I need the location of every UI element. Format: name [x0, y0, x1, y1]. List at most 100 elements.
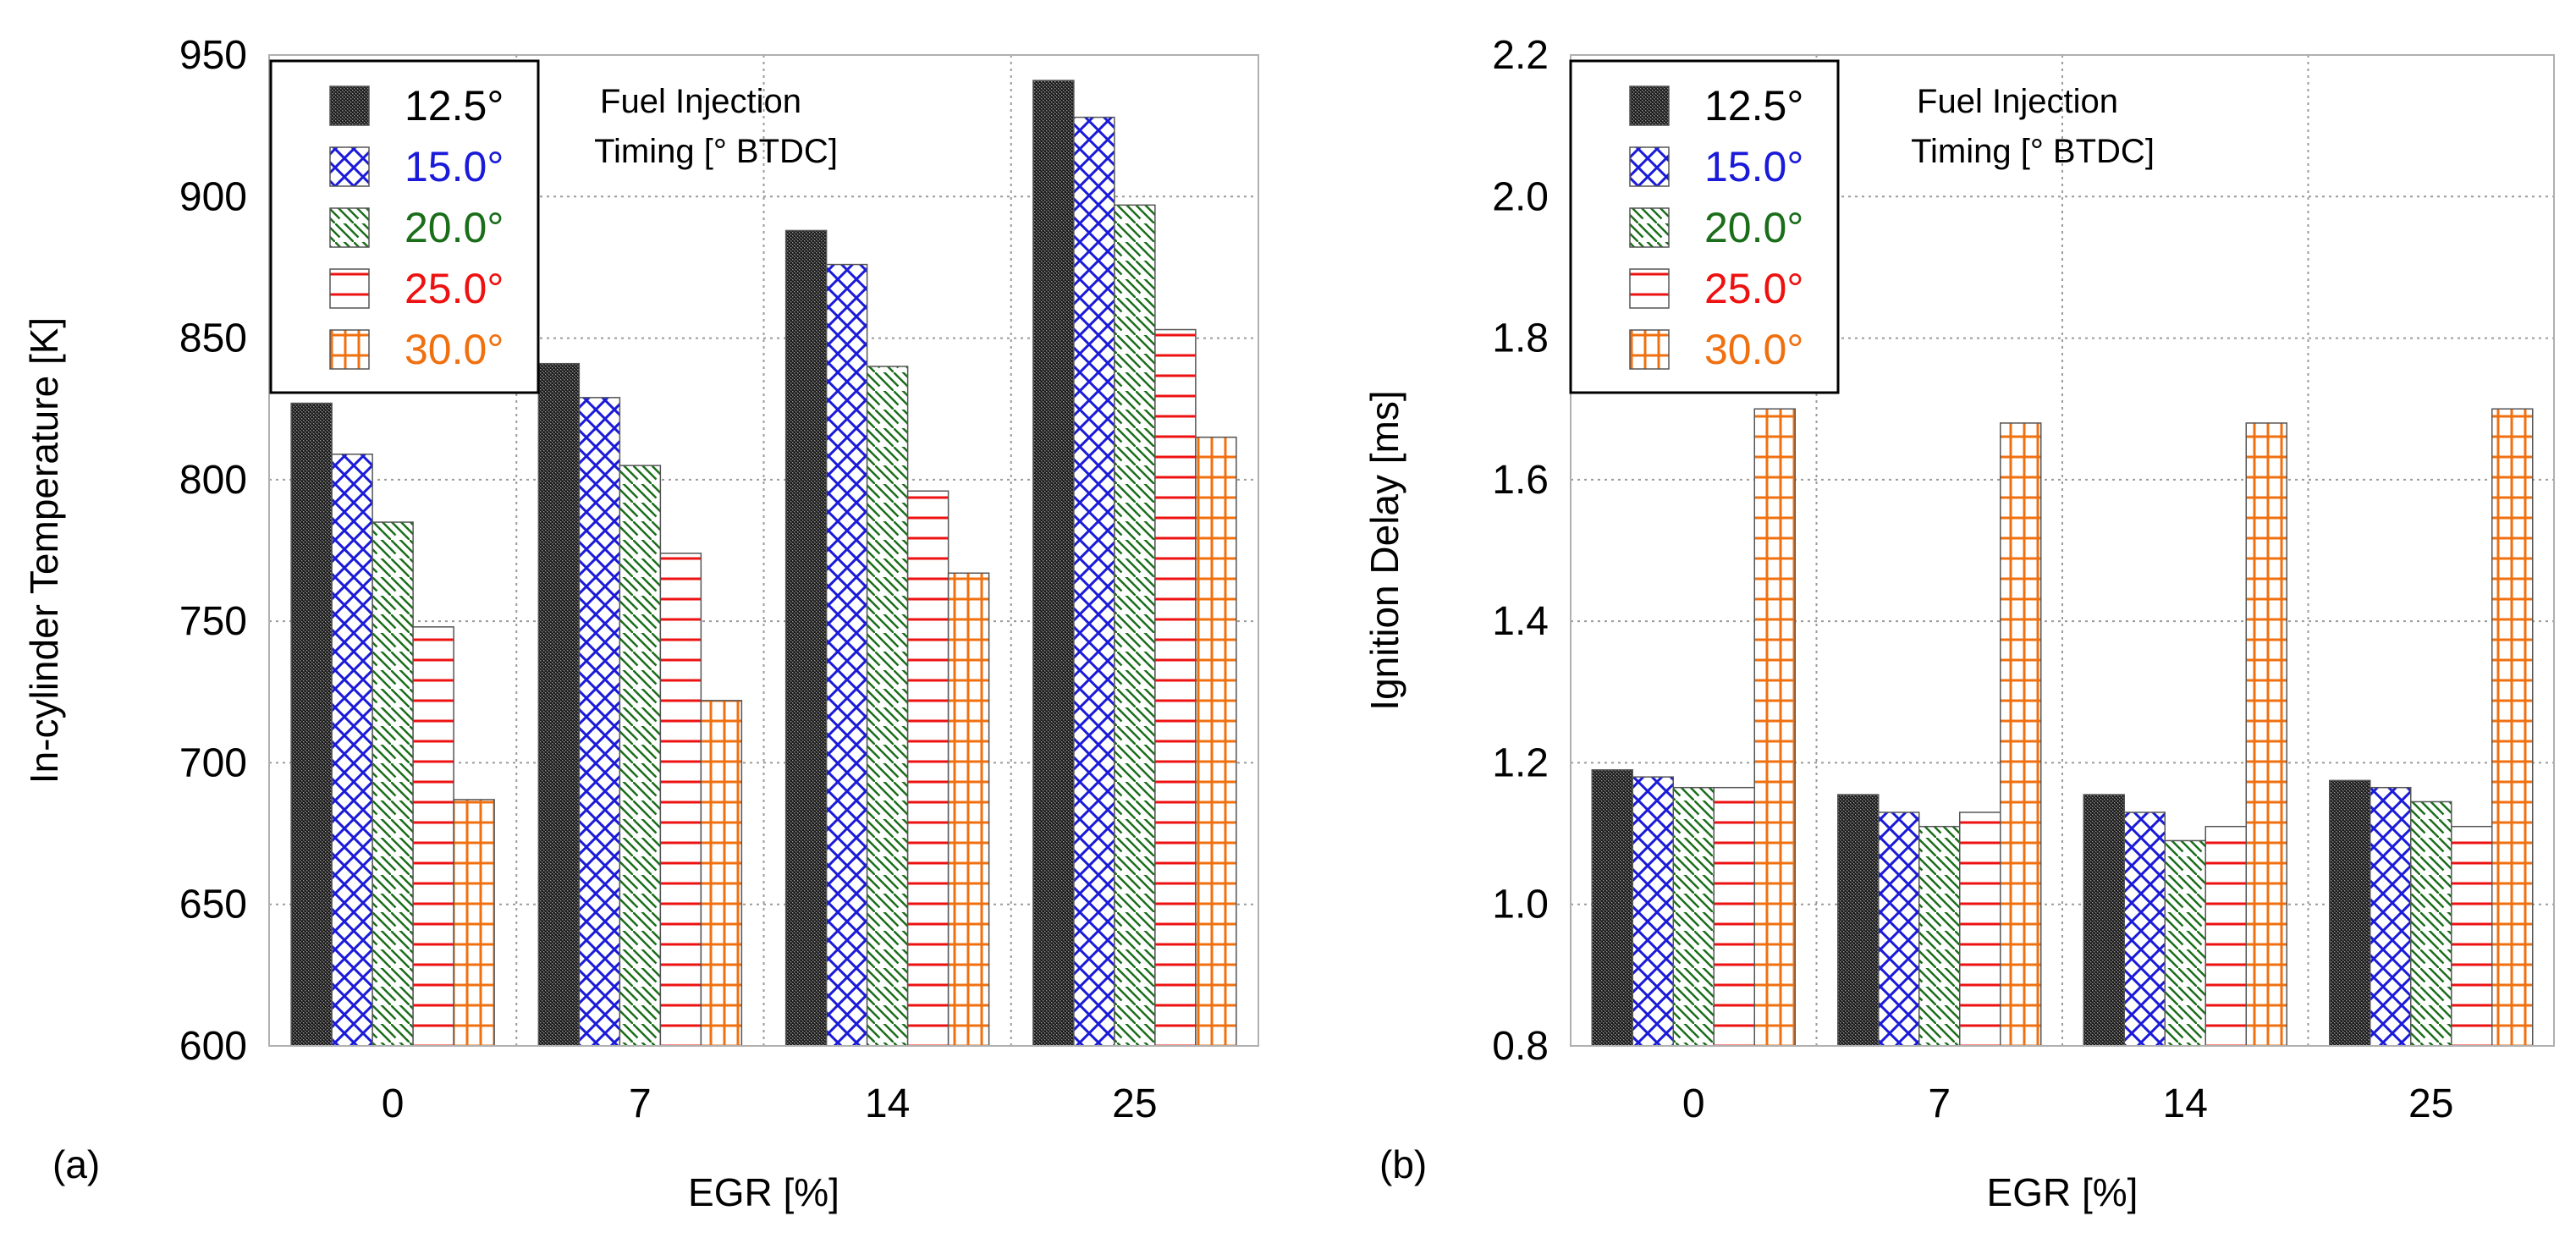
legend-swatch [1629, 207, 1670, 248]
bar-20.0-egr-14 [866, 366, 909, 1047]
legend-box [269, 59, 540, 394]
bar-25.0-egr-7 [659, 553, 702, 1047]
bar-12.5-egr-14 [784, 229, 828, 1047]
bar-30.0-egr-0 [453, 799, 495, 1047]
x-tick-label: 0 [382, 1081, 405, 1126]
y-tick-label: 600 [179, 1024, 247, 1069]
legend-label: 15.0° [405, 143, 504, 190]
legend-swatch [1629, 329, 1670, 370]
legend-swatch [1629, 85, 1670, 126]
bar-30.0-egr-7 [700, 700, 743, 1047]
panel-label: (b) [1379, 1142, 1427, 1186]
legend-swatch [1629, 268, 1670, 309]
y-axis-label: In-cylinder Temperature [K] [22, 317, 66, 784]
panel-label: (a) [52, 1142, 100, 1186]
y-tick-label: 1.0 [1492, 883, 1549, 927]
legend-swatch [1629, 146, 1670, 187]
bar-25.0-egr-25 [2451, 825, 2493, 1047]
bar-15.0-egr-7 [1878, 812, 1920, 1047]
x-tick-label: 14 [2163, 1081, 2208, 1126]
legend-swatch [329, 329, 370, 370]
y-tick-label: 900 [179, 174, 247, 219]
legend: 12.5° 15.0° 20.0° 25.0° 30.0° [1569, 59, 1840, 394]
legend-title-units: Timing [° BTDC] [1911, 133, 2155, 170]
x-axis-label: EGR [%] [688, 1170, 839, 1214]
y-axis-label: Ignition Delay [ms] [1362, 390, 1406, 710]
x-tick-label: 14 [865, 1081, 910, 1126]
y-tick-label: 1.4 [1492, 599, 1549, 644]
bar-15.0-egr-7 [578, 397, 621, 1047]
legend: 12.5° 15.0° 20.0° 25.0° 30.0° [269, 59, 540, 394]
bar-20.0-egr-0 [372, 521, 414, 1047]
x-tick-label: 25 [1112, 1081, 1157, 1126]
bar-25.0-egr-25 [1154, 328, 1197, 1047]
x-axis-label: EGR [%] [1987, 1170, 2138, 1214]
bar-15.0-egr-14 [2123, 812, 2166, 1047]
bar-20.0-egr-14 [2164, 839, 2206, 1047]
legend-label: 30.0° [1704, 326, 1803, 373]
x-tick-label: 7 [629, 1081, 652, 1126]
legend-label: 12.5° [405, 82, 504, 129]
chart-temperature: 600 650 700 750 800 850 900 950 0 7 14 25 In-cylin… [22, 33, 1259, 1214]
bar-20.0-egr-0 [1672, 786, 1715, 1047]
bar-20.0-egr-7 [619, 465, 662, 1047]
x-tick-label: 7 [1928, 1081, 1951, 1126]
bar-12.5-egr-7 [537, 362, 581, 1047]
y-tick-label: 800 [179, 458, 247, 503]
legend-title: Fuel Injection [1917, 83, 2118, 120]
y-tick-label: 2.2 [1492, 33, 1549, 78]
legend-title: Fuel Injection [600, 83, 801, 120]
bar-12.5-egr-14 [2083, 794, 2125, 1047]
y-tick-label: 1.8 [1492, 316, 1549, 361]
bar-12.5-egr-25 [1032, 80, 1075, 1047]
plot-frame [268, 54, 1259, 1047]
bar-25.0-egr-7 [1959, 812, 2001, 1047]
bar-25.0-egr-0 [1713, 786, 1755, 1047]
y-tick-label: 750 [179, 599, 247, 644]
bar-15.0-egr-25 [2370, 786, 2412, 1047]
y-tick-label: 850 [179, 316, 247, 361]
bar-30.0-egr-0 [1753, 408, 1796, 1047]
y-tick-label: 650 [179, 883, 247, 927]
bar-30.0-egr-25 [1195, 436, 1237, 1047]
x-tick-label: 25 [2408, 1081, 2453, 1126]
bar-25.0-egr-0 [412, 626, 454, 1047]
legend-label: 25.0° [405, 265, 504, 312]
bar-25.0-egr-14 [906, 490, 949, 1047]
legend-swatch [329, 268, 370, 309]
legend-label: 30.0° [405, 326, 504, 373]
bar-20.0-egr-25 [1114, 204, 1156, 1047]
bar-12.5-egr-0 [290, 402, 333, 1047]
y-tick-label: 1.2 [1492, 740, 1549, 785]
x-tick-label: 0 [1682, 1081, 1705, 1126]
y-tick-label: 700 [179, 740, 247, 785]
y-tick-label: 950 [179, 33, 247, 78]
legend-label: 15.0° [1704, 143, 1803, 190]
bar-30.0-egr-25 [2491, 408, 2534, 1047]
legend-swatch [329, 85, 370, 126]
y-tick-label: 2.0 [1492, 174, 1549, 219]
bar-12.5-egr-25 [2329, 779, 2371, 1047]
bar-12.5-egr-7 [1837, 794, 1880, 1047]
y-tick-label: 1.6 [1492, 458, 1549, 503]
bar-25.0-egr-14 [2204, 825, 2247, 1047]
y-tick-label: 0.8 [1492, 1024, 1549, 1069]
bar-15.0-egr-0 [331, 453, 373, 1047]
legend-label: 20.0° [1704, 204, 1803, 251]
bar-15.0-egr-25 [1073, 116, 1115, 1047]
legend-box [1569, 59, 1840, 394]
bar-15.0-egr-14 [825, 263, 868, 1047]
bar-30.0-egr-7 [2000, 422, 2042, 1047]
legend-title-units: Timing [° BTDC] [594, 133, 838, 170]
plot-frame [1570, 54, 2555, 1047]
legend-label: 20.0° [405, 204, 504, 251]
bar-30.0-egr-14 [2245, 422, 2287, 1047]
legend-swatch [329, 146, 370, 187]
bar-15.0-egr-0 [1632, 776, 1674, 1047]
bar-30.0-egr-14 [947, 572, 990, 1047]
bar-12.5-egr-0 [1591, 769, 1633, 1047]
bar-20.0-egr-25 [2410, 801, 2452, 1047]
bar-20.0-egr-7 [1918, 825, 1961, 1047]
legend-label: 25.0° [1704, 265, 1803, 312]
